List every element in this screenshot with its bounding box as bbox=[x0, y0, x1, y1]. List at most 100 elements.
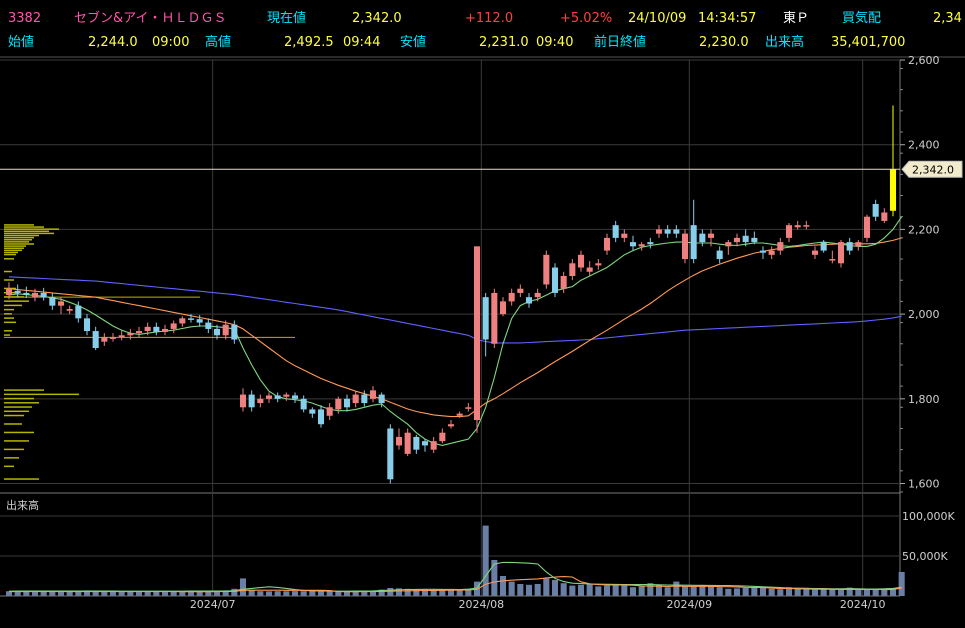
open-label: 始値 bbox=[8, 35, 35, 50]
price-tick-label: 2,400 bbox=[908, 139, 940, 152]
candle bbox=[109, 333, 117, 342]
candle-body bbox=[465, 407, 472, 409]
candle bbox=[794, 220, 801, 230]
volume-bar bbox=[525, 584, 533, 596]
volume-bar bbox=[101, 591, 108, 596]
volume-bar bbox=[317, 591, 325, 596]
volume-bar bbox=[759, 588, 767, 596]
volume-bar bbox=[213, 590, 221, 596]
candle-body bbox=[101, 337, 108, 342]
candle-body bbox=[361, 394, 368, 404]
candle-body bbox=[179, 318, 186, 324]
volume-bar bbox=[673, 581, 680, 596]
candle bbox=[508, 288, 515, 306]
volume-label: 出来高 bbox=[765, 35, 805, 50]
volume-by-price-bar bbox=[4, 226, 44, 228]
volume-bar bbox=[768, 588, 775, 596]
candle-body bbox=[118, 335, 125, 338]
open-value: 2,244.0 bbox=[88, 35, 138, 50]
prev-close-label: 前日終値 bbox=[594, 35, 647, 50]
candle-body bbox=[491, 292, 498, 344]
candle bbox=[187, 314, 195, 323]
volume-bar bbox=[499, 576, 507, 596]
volume-by-price-bar bbox=[4, 317, 14, 319]
volume-bar bbox=[75, 591, 82, 596]
candle bbox=[499, 297, 507, 317]
candle-body bbox=[785, 225, 793, 238]
candle-body bbox=[621, 233, 628, 238]
candle-body bbox=[655, 229, 663, 234]
candle bbox=[612, 220, 619, 243]
volume-bar bbox=[447, 590, 455, 596]
volume-by-price-bar bbox=[4, 440, 29, 442]
prev-close-value: 2,230.0 bbox=[699, 35, 749, 50]
candle-body bbox=[525, 297, 533, 304]
volume-bar bbox=[83, 590, 91, 596]
volume-by-price-bar bbox=[4, 308, 14, 311]
volume-by-price-bar bbox=[4, 234, 39, 237]
volume-by-price-bar bbox=[4, 414, 24, 417]
candle bbox=[491, 288, 498, 348]
candle bbox=[31, 288, 39, 302]
volume-by-price-bar bbox=[4, 478, 39, 480]
candle-body bbox=[586, 267, 593, 272]
volume-bar bbox=[837, 588, 845, 596]
candle bbox=[205, 318, 212, 334]
candle bbox=[603, 233, 611, 255]
candle-body bbox=[456, 413, 463, 416]
candle-body bbox=[629, 242, 637, 247]
price-tick-label: 2,000 bbox=[908, 308, 940, 321]
volume-by-price-bar bbox=[4, 423, 22, 425]
candle-body bbox=[543, 254, 550, 285]
candle bbox=[343, 394, 351, 412]
volume-bar bbox=[161, 590, 169, 596]
volume-by-price-bar bbox=[4, 393, 79, 396]
volume-bar bbox=[690, 586, 697, 596]
volume-bar bbox=[586, 584, 593, 596]
volume-bar bbox=[777, 589, 784, 596]
volume-bar bbox=[829, 589, 836, 596]
volume-bar bbox=[222, 590, 229, 596]
volume-by-price-bar bbox=[4, 228, 59, 230]
candle bbox=[655, 225, 663, 238]
candle bbox=[690, 199, 697, 264]
volume-by-price-bar bbox=[4, 243, 34, 245]
candle-body bbox=[794, 225, 801, 228]
volume-bar bbox=[517, 584, 524, 596]
candle bbox=[829, 250, 836, 264]
open-time: 09:00 bbox=[152, 35, 190, 50]
candle bbox=[239, 388, 247, 412]
candle-body bbox=[508, 292, 515, 302]
candle-body bbox=[603, 237, 611, 251]
candle bbox=[768, 246, 775, 260]
volume-bar bbox=[707, 586, 715, 596]
candle bbox=[161, 324, 169, 336]
price-tick-label: 1,600 bbox=[908, 478, 940, 491]
volume-by-price-bar bbox=[4, 224, 34, 226]
candle bbox=[733, 233, 741, 247]
volume-bar bbox=[369, 590, 377, 596]
quote-date: 24/10/09 bbox=[628, 11, 687, 26]
volume-bar bbox=[395, 588, 403, 596]
volume-bar bbox=[413, 589, 420, 596]
candle bbox=[725, 240, 732, 255]
candle bbox=[300, 395, 307, 413]
candle bbox=[560, 271, 567, 293]
candle bbox=[83, 314, 91, 336]
volume-bar bbox=[404, 588, 411, 596]
candle-body bbox=[317, 409, 325, 425]
candle bbox=[811, 246, 819, 260]
volume-by-price-bar bbox=[4, 253, 16, 256]
candle-body bbox=[205, 322, 212, 329]
candle bbox=[785, 223, 793, 243]
candle bbox=[465, 403, 472, 412]
candle-body bbox=[153, 326, 160, 332]
volume-bar bbox=[387, 588, 394, 596]
candle-body bbox=[326, 407, 333, 416]
candle-body bbox=[40, 292, 47, 298]
volume-bar bbox=[716, 587, 723, 596]
candle bbox=[889, 105, 897, 217]
volume-bar bbox=[595, 586, 602, 596]
candle bbox=[855, 240, 862, 251]
